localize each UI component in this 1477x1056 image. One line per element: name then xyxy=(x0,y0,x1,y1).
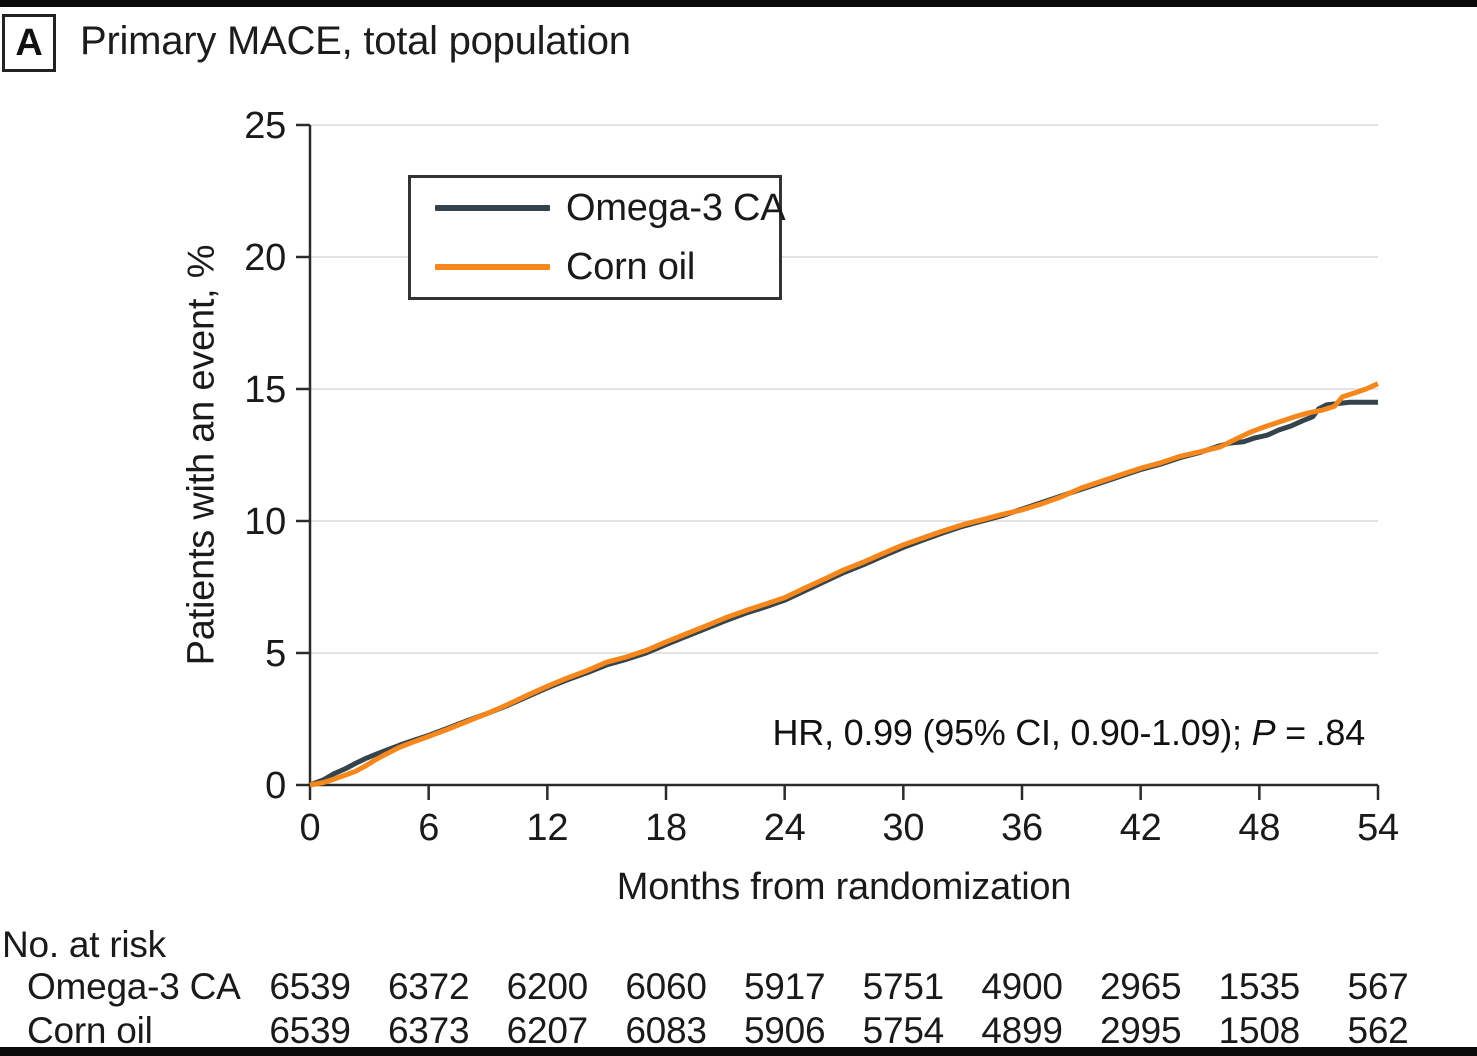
risk-cell-1-7: 2995 xyxy=(1099,1010,1182,1051)
p-symbol: P xyxy=(1251,712,1276,753)
risk-cell-0-3: 6060 xyxy=(625,966,707,1007)
risk-row-label-0: Omega-3 CA xyxy=(27,966,241,1007)
risk-cell-1-3: 6083 xyxy=(625,1010,707,1051)
x-tick-label-48: 48 xyxy=(1238,807,1280,849)
top-rule xyxy=(0,0,1477,7)
legend-label-cornoil: Corn oil xyxy=(566,245,696,288)
risk-cell-1-1: 6373 xyxy=(387,1010,470,1051)
y-tick-label-20: 20 xyxy=(244,237,286,279)
x-tick-label-6: 6 xyxy=(418,807,439,849)
legend-entry-omega3: Omega-3 CA xyxy=(435,187,786,230)
panel-label: A xyxy=(15,21,43,64)
risk-cell-1-4: 5906 xyxy=(743,1010,826,1051)
y-tick-label-25: 25 xyxy=(244,105,286,147)
risk-cell-1-0: 6539 xyxy=(269,1010,351,1051)
series-line-corn-oil xyxy=(309,381,1380,788)
risk-row-label-1: Corn oil xyxy=(27,1010,153,1051)
omega3-line-swatch xyxy=(435,205,550,211)
y-tick-label-5: 5 xyxy=(265,633,286,675)
risk-cell-0-4: 5917 xyxy=(743,966,826,1007)
legend-box: Omega-3 CA Corn oil xyxy=(408,175,786,300)
risk-cell-1-6: 4899 xyxy=(981,1010,1063,1051)
x-tick-label-36: 36 xyxy=(1001,807,1043,849)
risk-cell-0-0: 6539 xyxy=(269,966,351,1007)
x-tick-label-42: 42 xyxy=(1120,807,1162,849)
x-tick-label-24: 24 xyxy=(764,807,806,849)
y-tick-label-15: 15 xyxy=(244,369,286,411)
risk-cell-0-5: 5751 xyxy=(862,966,945,1007)
x-tick-label-12: 12 xyxy=(526,807,568,849)
x-axis-title: Months from randomization xyxy=(616,866,1072,908)
x-tick-label-54: 54 xyxy=(1357,807,1399,849)
y-tick-label-0: 0 xyxy=(265,765,286,807)
panel-label-box: A xyxy=(2,14,56,72)
x-tick-label-18: 18 xyxy=(645,807,687,849)
risk-cell-0-8: 1535 xyxy=(1218,966,1301,1007)
cornoil-line-swatch xyxy=(435,264,550,270)
risk-cell-0-1: 6372 xyxy=(387,966,470,1007)
y-tick-label-10: 10 xyxy=(244,501,286,543)
x-tick-label-0: 0 xyxy=(300,807,321,849)
risk-cell-0-2: 6200 xyxy=(506,966,589,1007)
risk-table-heading: No. at risk xyxy=(2,924,166,965)
risk-cell-0-9: 567 xyxy=(1347,966,1409,1007)
risk-cell-1-8: 1508 xyxy=(1218,1010,1301,1051)
x-tick-label-30: 30 xyxy=(882,807,924,849)
figure-title: Primary MACE, total population xyxy=(80,19,631,63)
risk-cell-1-9: 562 xyxy=(1347,1010,1409,1051)
y-axis-title: Patients with an event, % xyxy=(180,244,223,666)
p-value: = .84 xyxy=(1275,712,1365,753)
risk-cell-0-6: 4900 xyxy=(981,966,1063,1007)
risk-cell-0-7: 2965 xyxy=(1099,966,1182,1007)
risk-cell-1-2: 6207 xyxy=(506,1010,589,1051)
hazard-ratio-annotation: HR, 0.99 (95% CI, 0.90-1.09); P = .84 xyxy=(772,712,1366,754)
legend-label-omega3: Omega-3 CA xyxy=(566,186,786,229)
risk-cell-1-5: 5754 xyxy=(862,1010,945,1051)
legend-entry-cornoil: Corn oil xyxy=(435,246,779,289)
hr-text: HR, 0.99 (95% CI, 0.90-1.09); xyxy=(772,712,1252,753)
bottom-rule xyxy=(0,1047,1477,1056)
